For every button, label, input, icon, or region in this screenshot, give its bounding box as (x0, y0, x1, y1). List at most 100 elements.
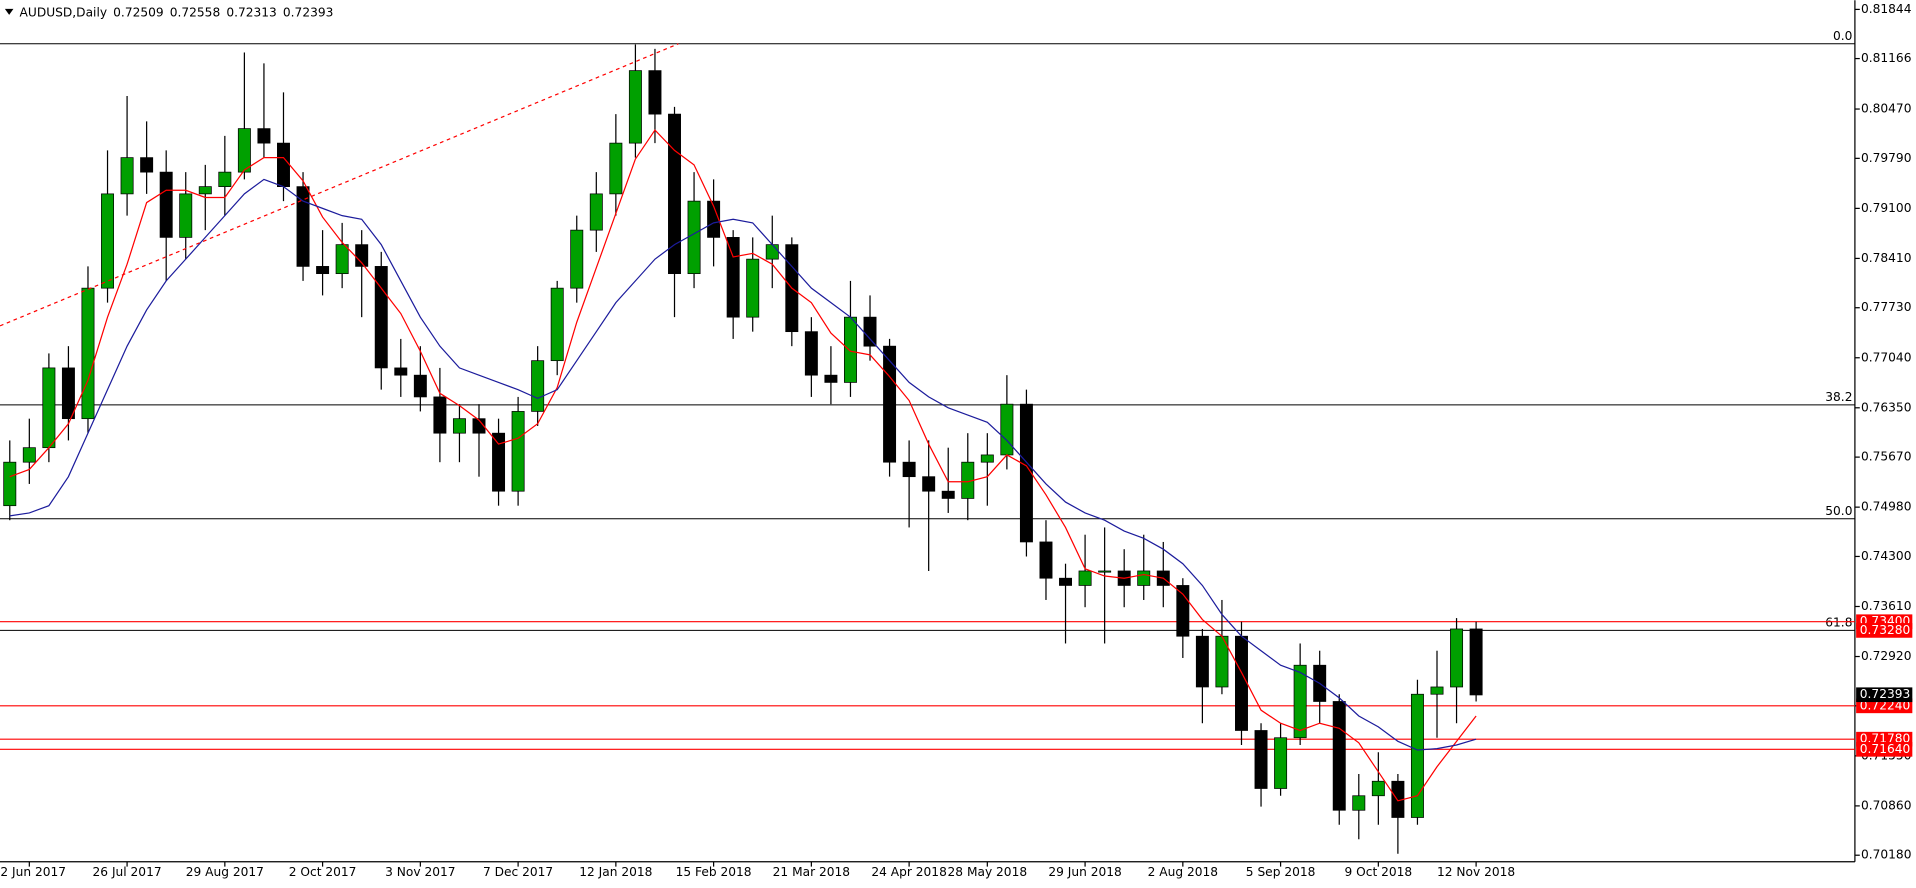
y-tick-label: 0.72920 (1861, 649, 1911, 663)
moving-average (9, 129, 1477, 802)
x-tick-label: 12 Jan 2018 (579, 865, 652, 879)
fib-level-label: 50.0 (1825, 504, 1852, 518)
y-tick-label: 0.81166 (1861, 51, 1911, 65)
candle-body (863, 316, 877, 347)
level-price-label-bg (1856, 623, 1913, 638)
candle-body (902, 461, 916, 478)
candle-body (237, 128, 251, 173)
candle-body (413, 374, 427, 398)
x-tick-label: 29 Jun 2018 (1048, 865, 1121, 879)
menu-arrow[interactable] (4, 8, 14, 15)
candle-body (492, 432, 506, 492)
candle-body (707, 200, 721, 238)
symbol: AUDUSD,Daily (20, 5, 108, 19)
candle-body (570, 229, 584, 289)
y-tick-label: 0.80470 (1861, 102, 1911, 116)
candle-body (609, 142, 623, 195)
candle-body (531, 360, 545, 412)
candle-body (726, 237, 740, 318)
current-price-label-bg (1856, 687, 1913, 703)
candle-body (1469, 628, 1483, 696)
y-tick-label: 0.79100 (1861, 201, 1911, 215)
current-price-label: 0.72393 (1860, 687, 1910, 701)
candle-body (1195, 635, 1209, 688)
candle-body (394, 367, 408, 376)
fib-level-label: 0.0 (1833, 29, 1852, 43)
fib-level-label: 61.8 (1825, 616, 1852, 630)
x-tick-label: 2 Oct 2017 (289, 865, 357, 879)
candle-body (1137, 570, 1151, 586)
x-tick-label: 9 Oct 2018 (1345, 865, 1413, 879)
candle-body (1254, 730, 1268, 789)
candle-body (42, 367, 56, 449)
x-tick-label: 26 Jul 2017 (93, 865, 162, 879)
candle-body (198, 186, 212, 195)
y-tick-label: 0.77730 (1861, 300, 1911, 314)
candle-body (433, 396, 447, 434)
candle-body (922, 476, 936, 492)
candle-body (883, 345, 897, 463)
open-price: 0.72509 (113, 5, 163, 19)
candle-body (159, 171, 173, 238)
candle-body (980, 454, 994, 463)
close-price: 0.72393 (283, 5, 333, 19)
candle-body (1039, 541, 1053, 579)
level-price-label-bg (1856, 742, 1913, 757)
x-tick-label: 22 Jun 2017 (0, 865, 66, 879)
candle-body (1059, 577, 1073, 586)
moving-average (9, 178, 1477, 751)
x-tick-label: 24 Apr 2018 (871, 865, 946, 879)
candle-body (101, 193, 115, 289)
candle-body (3, 461, 17, 507)
high-price: 0.72558 (170, 5, 220, 19)
candle-body (452, 418, 466, 434)
x-tick-label: 21 Mar 2018 (773, 865, 850, 879)
x-tick-label: 28 May 2018 (948, 865, 1028, 879)
candle-body (81, 287, 95, 420)
candle-body (1332, 701, 1346, 811)
x-tick-label: 29 Aug 2017 (186, 865, 264, 879)
x-tick-label: 15 Feb 2018 (676, 865, 752, 879)
candle-body (316, 266, 330, 275)
candle-body (61, 367, 75, 420)
candle-body (668, 113, 681, 275)
level-price-label: 0.71640 (1860, 742, 1910, 756)
y-tick-label: 0.74980 (1861, 500, 1911, 514)
candle-body (1098, 570, 1112, 573)
candle-body (218, 171, 232, 187)
y-tick-label: 0.81844 (1861, 2, 1912, 16)
candle-body (1078, 570, 1092, 586)
candle-body (1430, 686, 1444, 695)
candle-body (179, 193, 193, 238)
candle-body (257, 128, 271, 144)
candle-body (1450, 628, 1464, 688)
candle-body (511, 411, 525, 492)
candle-body (1176, 585, 1190, 637)
x-tick-label: 12 Nov 2018 (1437, 865, 1515, 879)
x-tick-label: 7 Dec 2017 (483, 865, 553, 879)
y-tick-label: 0.70860 (1861, 798, 1911, 812)
candle-body (648, 70, 662, 115)
y-tick-label: 0.76350 (1861, 400, 1911, 414)
candle-body (140, 157, 154, 173)
candle-body (355, 244, 369, 267)
candle-body (550, 287, 564, 362)
candle-body (1371, 780, 1385, 797)
y-tick-label: 0.77040 (1861, 350, 1911, 364)
candle-body (277, 142, 290, 187)
trend-line (0, 43, 679, 327)
candle-body (1019, 403, 1033, 543)
y-tick-label: 0.74300 (1861, 549, 1911, 563)
candle-body (589, 193, 603, 231)
y-tick-label: 0.79790 (1861, 151, 1911, 165)
candle-body (804, 331, 818, 376)
x-tick-label: 5 Sep 2018 (1246, 865, 1316, 879)
candle-body (22, 447, 36, 463)
y-tick-label: 0.78410 (1861, 251, 1911, 265)
candle-body (296, 186, 310, 267)
candle-body (1293, 664, 1307, 739)
candle-body (941, 490, 955, 499)
